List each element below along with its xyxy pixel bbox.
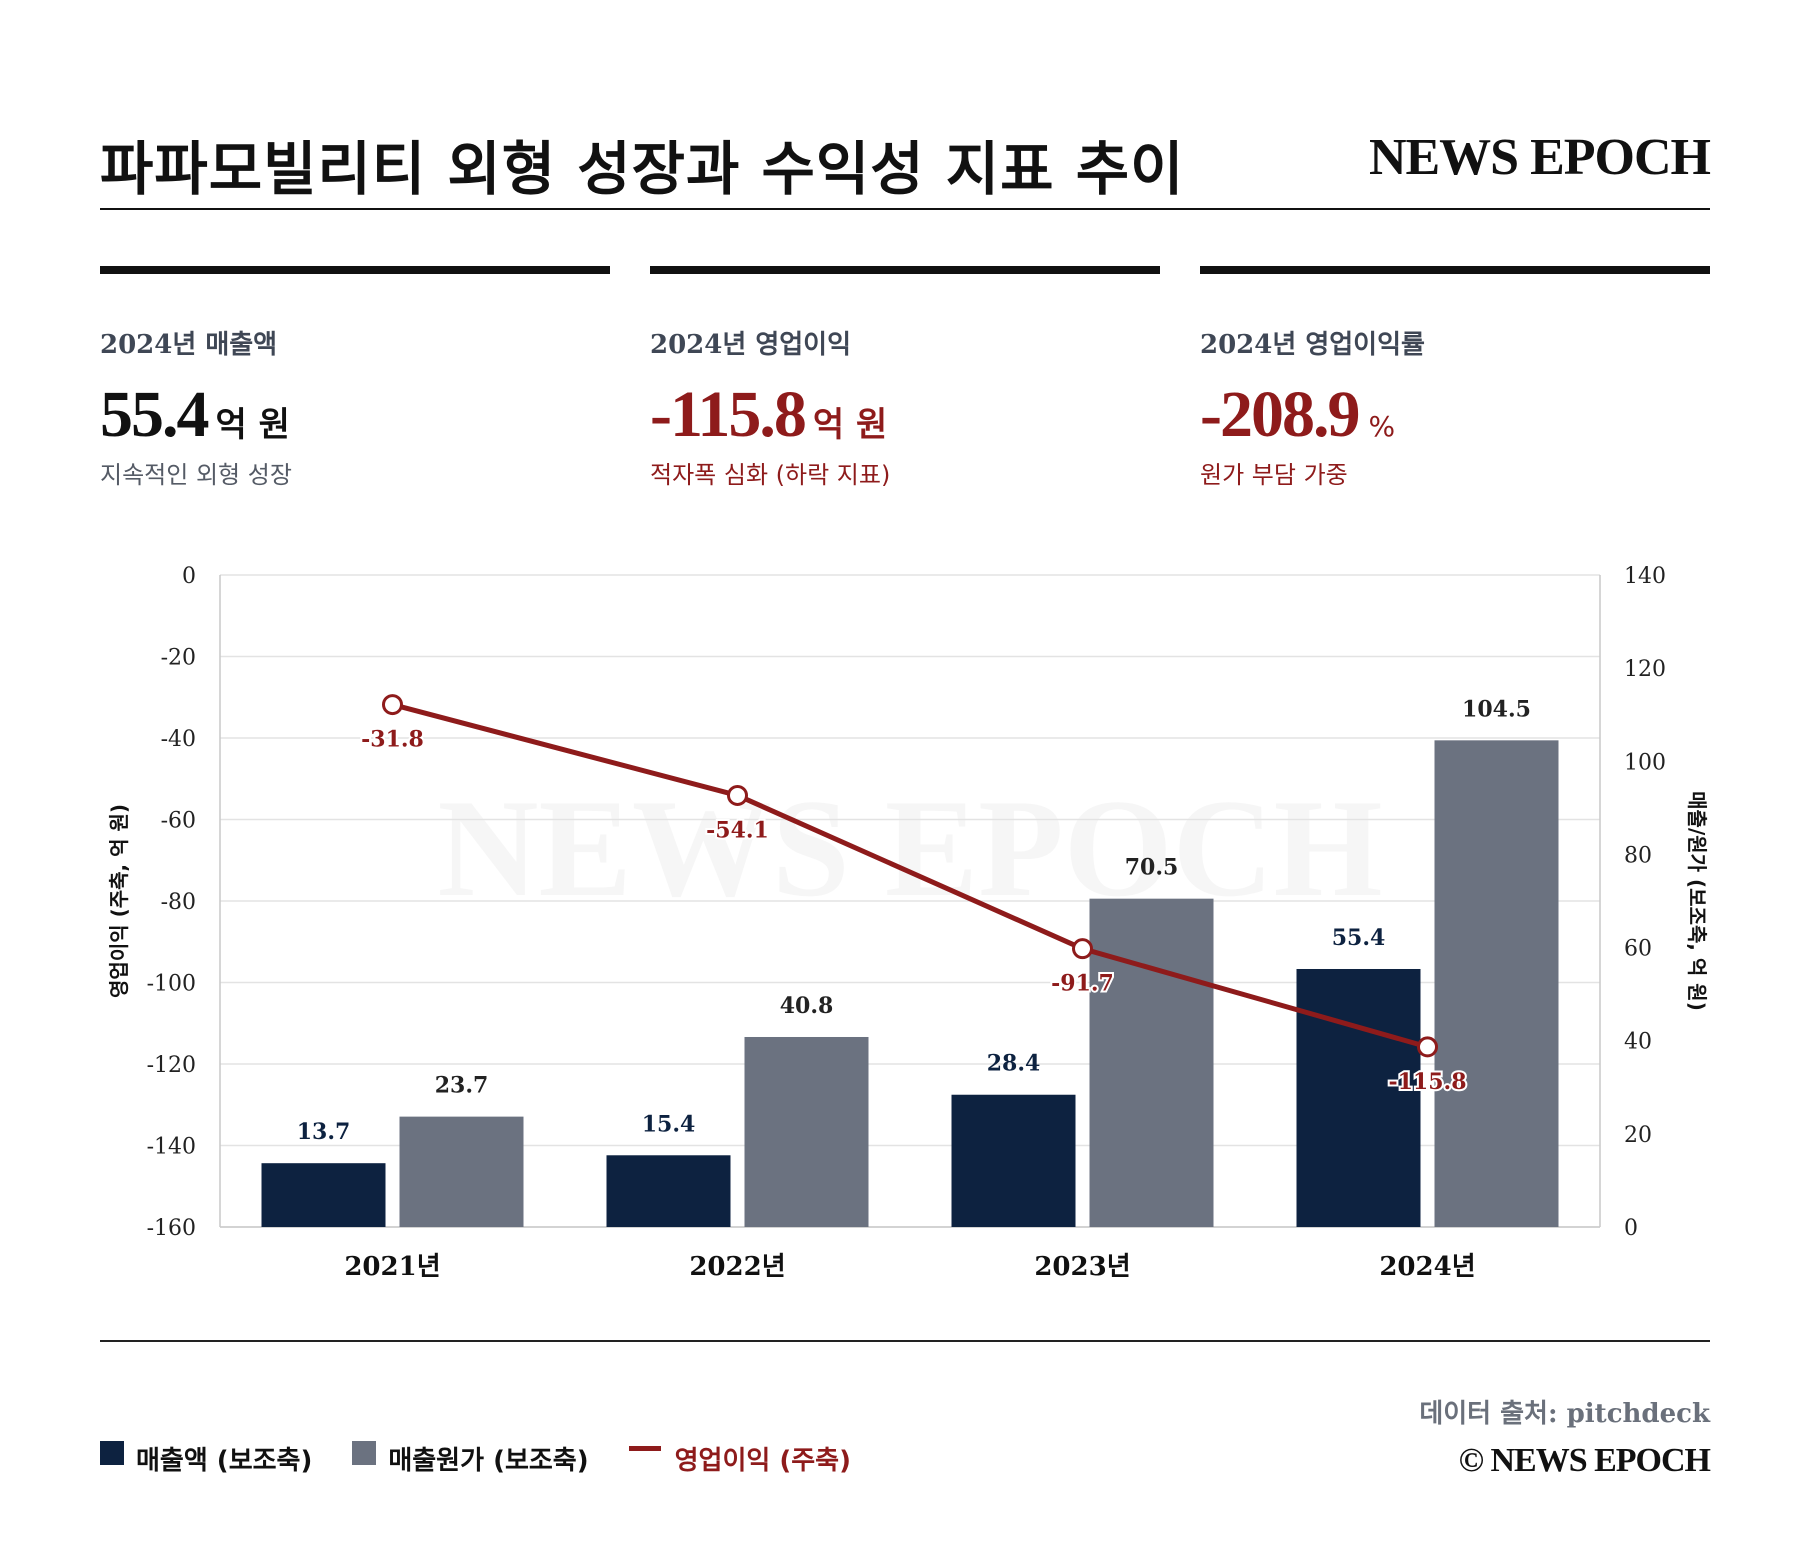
header: 파파모빌리티 외형 성장과 수익성 지표 추이 NEWS EPOCH xyxy=(100,118,1711,210)
kpi-value: 55.4 xyxy=(100,378,209,451)
y2-axis-tick-label: 40 xyxy=(1624,1030,1652,1055)
kpi-label: 2024년 영업이익 xyxy=(650,330,852,360)
bar-cost xyxy=(399,1116,524,1227)
legend-item-revenue: 매출액 (보조축) xyxy=(100,1440,312,1477)
bar-label-revenue: 28.4 xyxy=(987,1051,1041,1077)
kpi-sub: 원가 부담 가중 xyxy=(1200,461,1348,489)
point-label-operating-profit: -115.8 xyxy=(1388,1069,1466,1095)
y-axis-tick-label: -80 xyxy=(161,890,196,915)
bar-cost xyxy=(1434,740,1559,1227)
kpi-card-operating-margin: 2024년 영업이익률 -208.9% 원가 부담 가중 xyxy=(1200,266,1710,490)
chart-legend: 매출액 (보조축) 매출원가 (보조축) 영업이익 (주축) xyxy=(100,1440,891,1477)
copyright: © NEWS EPOCH xyxy=(1458,1442,1711,1479)
bar-revenue xyxy=(606,1155,731,1227)
kpi-label: 2024년 영업이익률 xyxy=(1200,330,1425,360)
y-axis-tick-label: -20 xyxy=(161,646,196,671)
kpi-label: 2024년 매출액 xyxy=(100,330,278,360)
kpi-sub: 적자폭 심화 (하락 지표) xyxy=(650,461,891,489)
point-operating-profit xyxy=(1072,938,1093,960)
y2-axis-tick-label: 0 xyxy=(1624,1216,1638,1241)
point-label-operating-profit: -91.7 xyxy=(1051,971,1114,997)
legend-item-operating-profit: 영업이익 (주축) xyxy=(628,1440,851,1477)
data-source: 데이터 출처: pitchdeck xyxy=(1419,1399,1710,1429)
kpi-unit: 억 원 xyxy=(812,405,888,445)
chart-watermark: NEWS EPOCH xyxy=(437,771,1382,926)
bar-label-cost: 70.5 xyxy=(1125,855,1179,881)
y-axis-tick-label: -140 xyxy=(147,1135,196,1160)
legend-label-revenue: 매출액 (보조축) xyxy=(136,1446,313,1476)
point-operating-profit xyxy=(1417,1036,1438,1058)
page-title: 파파모빌리티 외형 성장과 수익성 지표 추이 xyxy=(100,135,1185,203)
bar-label-cost: 104.5 xyxy=(1462,696,1531,722)
kpi-unit: 억 원 xyxy=(215,405,290,445)
legend-swatch-cost xyxy=(352,1440,377,1465)
y-axis-tick-label: -40 xyxy=(161,727,196,752)
y2-axis-tick-label: 120 xyxy=(1624,657,1666,682)
y2-axis-tick-label: 80 xyxy=(1624,843,1652,868)
point-operating-profit xyxy=(382,694,403,716)
y-axis-tick-label: -60 xyxy=(161,809,196,834)
point-label-operating-profit: -31.8 xyxy=(361,727,424,753)
line-operating-profit xyxy=(391,702,1429,1050)
y-axis-tick-label: -160 xyxy=(147,1216,196,1241)
x-axis-tick-label: 2022년 xyxy=(689,1252,785,1282)
y-axis-title: 영업이익 (주축, 억 원) xyxy=(107,804,131,998)
legend-label-cost: 매출원가 (보조축) xyxy=(388,1446,589,1476)
kpi-value: -208.9 xyxy=(1200,378,1360,451)
point-operating-profit xyxy=(727,784,748,806)
legend-swatch-operating-profit xyxy=(628,1446,661,1451)
x-axis-tick-label: 2021년 xyxy=(344,1252,440,1282)
y2-axis-tick-label: 60 xyxy=(1624,937,1652,962)
brand-logo: NEWS EPOCH xyxy=(1368,129,1711,186)
kpi-card-revenue: 2024년 매출액 55.4 억 원 지속적인 외형 성장 xyxy=(100,266,610,490)
bar-revenue xyxy=(261,1163,386,1227)
x-axis-tick-label: 2023년 xyxy=(1034,1252,1130,1282)
bar-label-cost: 40.8 xyxy=(780,993,834,1019)
point-label-operating-profit: -54.1 xyxy=(706,817,769,843)
footer-divider xyxy=(100,1340,1710,1342)
legend-item-cost: 매출원가 (보조축) xyxy=(352,1440,589,1477)
bar-label-revenue: 15.4 xyxy=(642,1111,696,1137)
bar-label-revenue: 55.4 xyxy=(1332,925,1386,951)
y2-axis-tick-label: 20 xyxy=(1624,1123,1652,1148)
bar-cost xyxy=(744,1036,869,1227)
kpi-unit: % xyxy=(1368,410,1396,443)
y-axis-tick-label: -100 xyxy=(147,972,196,997)
y2-axis-tick-label: 140 xyxy=(1624,564,1666,589)
legend-swatch-revenue xyxy=(100,1440,124,1465)
kpi-value: -115.8 xyxy=(650,378,807,451)
bar-cost xyxy=(1089,898,1214,1227)
y2-axis-tick-label: 100 xyxy=(1624,750,1666,775)
bar-label-cost: 23.7 xyxy=(435,1073,489,1099)
y2-axis-title: 매출/원가 (보조축, 억 원) xyxy=(1685,791,1709,1011)
bar-revenue xyxy=(951,1094,1076,1227)
bar-revenue xyxy=(1296,968,1421,1227)
x-axis-tick-label: 2024년 xyxy=(1379,1252,1475,1282)
kpi-card-operating-profit: 2024년 영업이익 -115.8 억 원 적자폭 심화 (하락 지표) xyxy=(650,266,1160,490)
y-axis-tick-label: -120 xyxy=(147,1053,196,1078)
bar-label-revenue: 13.7 xyxy=(297,1119,351,1145)
y-axis-tick-label: 0 xyxy=(182,564,196,589)
kpi-sub: 지속적인 외형 성장 xyxy=(100,461,292,489)
combo-chart: NEWS EPOCH 0 -20 -40 -60 -80 -100 -120 -140 -160 1… xyxy=(107,564,1709,1282)
legend-label-operating-profit: 영업이익 (주축) xyxy=(674,1446,851,1476)
